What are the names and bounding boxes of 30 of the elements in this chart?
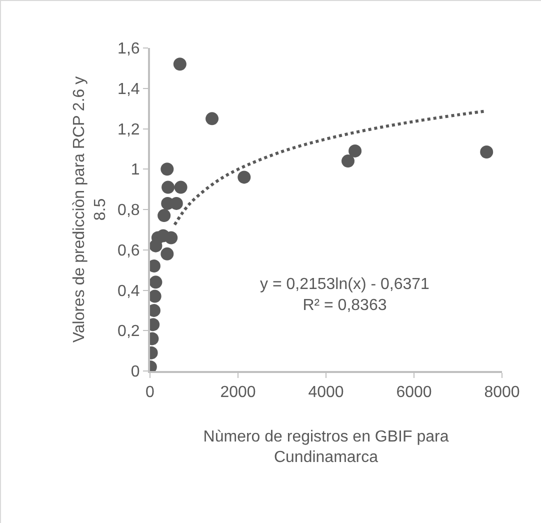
x-tick-label: 0 xyxy=(146,384,155,402)
x-tick-label: 4000 xyxy=(308,384,344,402)
point xyxy=(342,154,354,168)
y-tick-label: 0,8 xyxy=(118,202,140,220)
x-tick-label: 2000 xyxy=(220,384,256,402)
point xyxy=(150,276,162,289)
x-tick-label: 8000 xyxy=(484,384,520,402)
point xyxy=(158,209,171,222)
y-tick-label: 1,6 xyxy=(118,40,140,58)
y-tick-label: 1,4 xyxy=(118,80,140,98)
y-tick-label: 0,4 xyxy=(118,282,140,300)
x-tick-label: 6000 xyxy=(396,384,432,402)
point xyxy=(238,170,251,184)
point xyxy=(160,162,174,176)
point xyxy=(174,180,188,194)
y-tick-label: 1,2 xyxy=(118,121,140,138)
point xyxy=(480,145,494,158)
y-tick-label: 1 xyxy=(130,162,140,179)
y-tick-label: 0,6 xyxy=(118,242,140,260)
point xyxy=(206,112,219,126)
y-tick-label: 0 xyxy=(130,364,140,381)
annotation: y = 0,2153ln(x) - 0,6371 R² = 0,8363 xyxy=(260,276,430,314)
point xyxy=(162,180,175,194)
x-axis-title: Nùmero de registros en GBIF para Cundinamarca xyxy=(203,428,449,466)
y-axis-title: Valores de predicciòn para RCP 2.6 y 8.5 xyxy=(71,76,109,343)
point xyxy=(164,231,178,244)
point xyxy=(348,144,362,158)
y-tick-label: 0,2 xyxy=(118,323,140,340)
point xyxy=(173,58,186,71)
point xyxy=(160,247,174,260)
